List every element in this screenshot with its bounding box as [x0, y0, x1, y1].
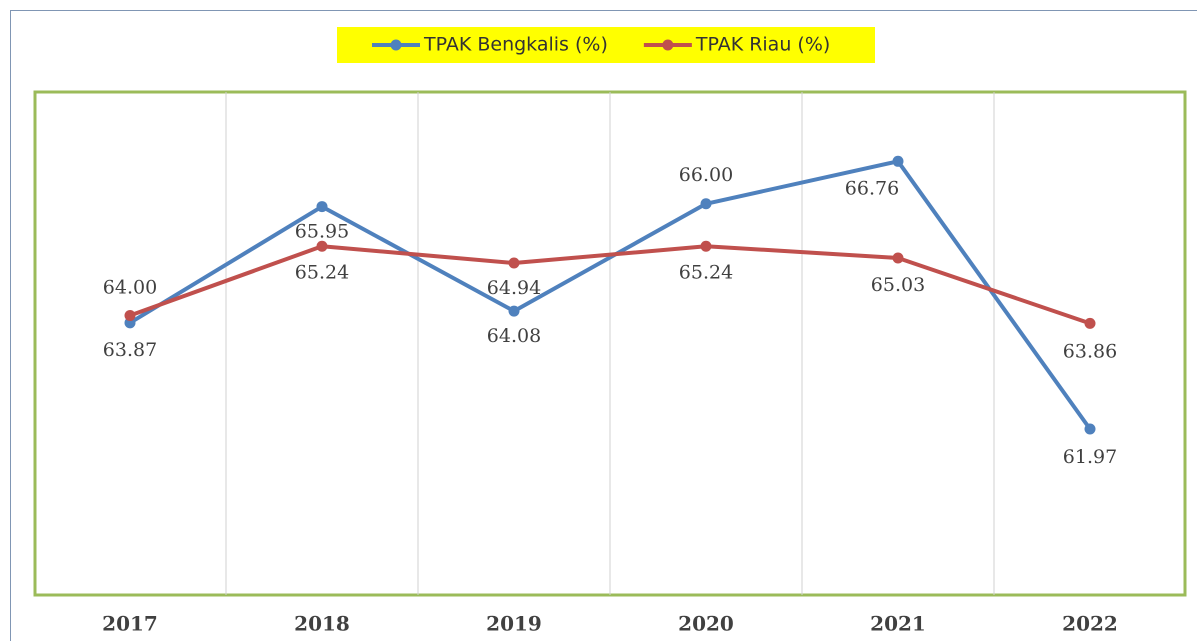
data-label: 65.95: [295, 221, 349, 243]
data-label: 66.00: [679, 164, 733, 186]
legend-label: TPAK Bengkalis (%): [423, 34, 608, 56]
data-label: 66.76: [845, 177, 899, 199]
data-label: 65.24: [679, 261, 733, 283]
data-label: 63.87: [103, 339, 157, 361]
legend-label: TPAK Riau (%): [695, 34, 830, 56]
data-point: [700, 198, 712, 210]
data-point: [1084, 317, 1096, 329]
data-label: 63.86: [1063, 340, 1117, 362]
data-point: [700, 240, 712, 252]
data-point: [124, 310, 136, 322]
data-label: 65.24: [295, 261, 349, 283]
x-tick-label: 2021: [870, 612, 926, 636]
x-tick-label: 2022: [1062, 612, 1118, 636]
series-line: [128, 159, 1092, 431]
x-tick-label: 2018: [294, 612, 350, 636]
data-label: 65.03: [871, 274, 925, 296]
data-label: 64.94: [487, 277, 541, 299]
data-point: [316, 201, 328, 213]
chart-frame: [10, 10, 1197, 641]
data-label: 64.08: [487, 325, 541, 347]
data-label: 64.00: [103, 277, 157, 299]
x-tick-label: 2017: [102, 612, 158, 636]
x-tick-label: 2019: [486, 612, 542, 636]
data-point: [892, 155, 904, 167]
series-line: [129, 244, 1091, 326]
data-point: [892, 252, 904, 264]
legend-marker: [390, 39, 402, 51]
data-point: [508, 257, 520, 269]
legend-marker: [662, 39, 674, 51]
data-point: [1084, 423, 1096, 435]
x-tick-label: 2020: [678, 612, 734, 636]
data-point: [508, 305, 520, 317]
data-point: [316, 240, 328, 252]
data-label: 61.97: [1063, 446, 1117, 468]
legend-box: [337, 27, 875, 63]
